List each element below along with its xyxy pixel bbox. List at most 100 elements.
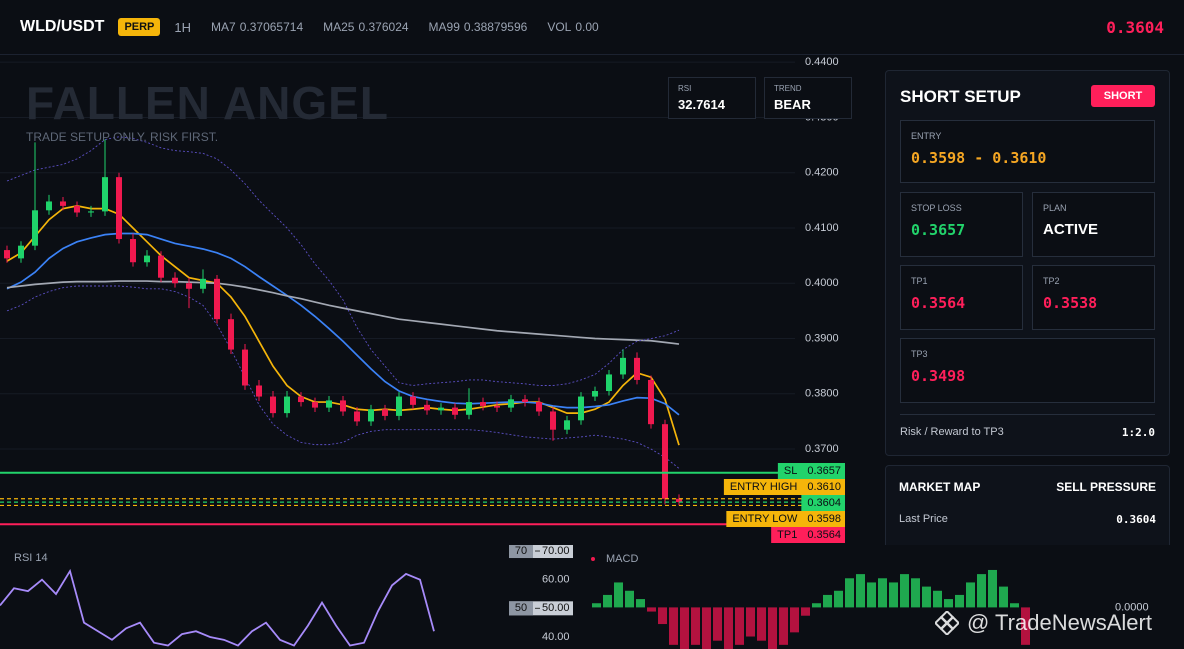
level-name: ENTRY LOW [732, 513, 798, 525]
macd-bar [823, 594, 832, 608]
card-label: ENTRY [911, 131, 942, 141]
macd-bar [977, 574, 986, 608]
divider [900, 414, 1155, 415]
market-title: MARKET MAP [899, 480, 981, 494]
stat-label: VOL [547, 20, 572, 34]
y-tick-label: 50.00 [542, 602, 570, 614]
y-tick-label: 0.4100 [805, 222, 839, 234]
candle-body [368, 409, 374, 422]
candle-body [270, 396, 276, 414]
card-value: 0.3538 [1043, 294, 1098, 312]
macd-bar [735, 607, 744, 645]
card-value: 0.3564 [911, 294, 966, 312]
candle-body [284, 396, 290, 414]
setup-title: SHORT SETUP [900, 87, 1021, 106]
card-label: STOP LOSS [911, 203, 962, 213]
card-value: ACTIVE [1043, 221, 1099, 238]
level-tag [777, 463, 845, 479]
candle-body [620, 357, 626, 375]
candle-body [354, 411, 360, 422]
market-panel [885, 465, 1170, 555]
candle-body [326, 400, 332, 408]
macd-bar [658, 607, 667, 625]
macd-bar [922, 586, 931, 608]
card-label: TP3 [911, 349, 928, 359]
macd-bar [779, 607, 788, 645]
candle-body [32, 210, 38, 246]
card-value: 0.3498 [911, 367, 966, 385]
band-line [6, 136, 680, 386]
setup-card: TP1 0.3564 [900, 265, 1023, 330]
candle-body [144, 255, 150, 263]
macd-bar [834, 590, 843, 608]
setup-card: PLAN ACTIVE [1032, 192, 1155, 257]
level-box-inner [509, 601, 533, 616]
candle-body [340, 400, 346, 412]
y-tick-label: 0.0000 [1115, 601, 1149, 613]
chart-title: MACD [606, 553, 638, 565]
candle-body [438, 407, 444, 411]
candle-body [550, 411, 556, 430]
candle-body [158, 255, 164, 278]
candle-body [662, 424, 668, 499]
macd-bar [856, 574, 865, 608]
candle-body [634, 357, 640, 380]
level-tag [723, 479, 845, 495]
interval[interactable]: 1H [174, 19, 192, 35]
card-value: 0.3598 - 0.3610 [911, 149, 1047, 167]
setup-card: TP2 0.3538 [1032, 265, 1155, 330]
ma-line [6, 280, 680, 345]
level-value: 0.3610 [807, 481, 841, 493]
candle-body [522, 399, 528, 403]
lower-chart: RSI 14 70 50 70.00 60.00 50.00 40.00 MACD 0.0000 [0, 545, 1149, 649]
macd-bar [680, 607, 689, 649]
candle-body [494, 405, 500, 408]
candle-body [410, 396, 416, 405]
candle-body [74, 205, 80, 213]
indicator-box: TREND BEAR [764, 77, 852, 119]
candle-body [60, 201, 66, 206]
y-tick-label: 60.00 [542, 574, 570, 586]
stat-label: MA25 [323, 20, 355, 34]
macd-bar [988, 569, 997, 608]
candle-body [424, 404, 430, 411]
card-value: 0.3657 [911, 221, 966, 239]
stat-value: 0.38879596 [463, 20, 528, 34]
candle-body [676, 498, 682, 503]
macd-bar [790, 607, 799, 633]
y-tick-label: 0.3800 [805, 388, 839, 400]
candle-body [228, 319, 234, 350]
symbol[interactable]: WLD/USDT [20, 18, 105, 35]
candle-body [578, 396, 584, 421]
candle-body [508, 399, 514, 408]
macd-bar [614, 582, 623, 608]
candle-body [242, 349, 248, 386]
candle-body [4, 250, 10, 259]
stat-value: 0.37065714 [239, 20, 304, 34]
level-name: TP1 [777, 529, 797, 541]
macd-bar [889, 582, 898, 608]
last-price: 0.3604 [1106, 18, 1164, 37]
indicator-label: RSI [678, 84, 692, 93]
level-value: 0.3657 [807, 465, 841, 477]
level-tag [771, 527, 845, 543]
watermark-title: FALLEN ANGEL [26, 77, 389, 129]
candle-body [564, 420, 570, 430]
level-tag [801, 495, 845, 511]
macd-bar [867, 582, 876, 608]
macd-bar [603, 594, 612, 608]
candle-body [46, 201, 52, 211]
macd-bar [647, 607, 656, 612]
y-tick-label: 70.00 [542, 545, 570, 557]
level-value: 0.3598 [807, 513, 841, 525]
indicator-label: TREND [774, 84, 802, 93]
market-status: SELL PRESSURE [1056, 480, 1156, 494]
macd-bar [900, 574, 909, 608]
candle-body [536, 402, 542, 412]
indicator-box: RSI 32.7614 [668, 77, 756, 119]
macd-bar [746, 607, 755, 637]
ma-line [6, 232, 680, 416]
brand: @ TradeNewsAlert [935, 610, 1152, 636]
level-value: 0.3564 [807, 529, 841, 541]
